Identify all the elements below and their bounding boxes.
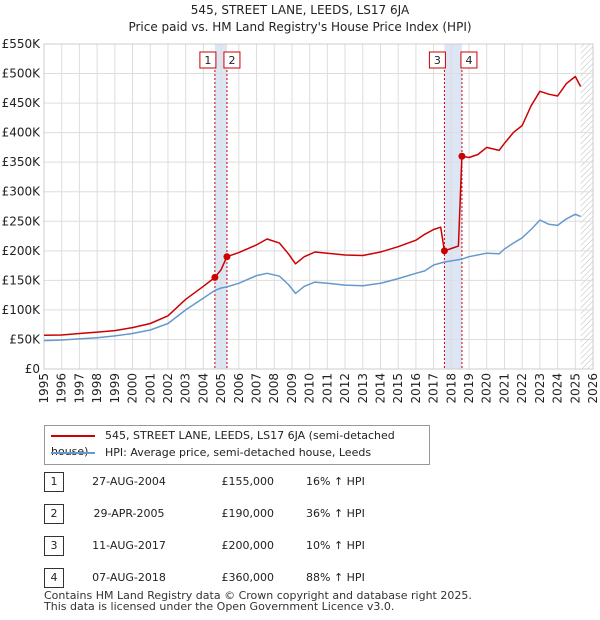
x-tick-label: 2012 [338,373,352,404]
y-tick-label: £300K [2,185,42,199]
sale-marker-box [428,51,446,69]
sale-span-3-4 [444,44,462,369]
x-tick-label: 2002 [161,373,175,404]
x-tick-label: 2004 [196,373,210,404]
legend-swatch-hpi [51,452,95,454]
sale-hpi-change: 16% ↑ HPI [306,475,365,488]
sale-point [211,273,219,281]
hpi-line [43,213,581,342]
sale-point [458,152,466,160]
x-tick-label: 2024 [551,373,565,404]
sale-number-badge: 1 [44,472,64,492]
chart-title: 545, STREET LANE, LEEDS, LS17 6JA [190,3,410,17]
x-tick-label: 2014 [373,373,387,404]
y-tick-label: £50K [9,332,41,346]
chart-legend: 545, STREET LANE, LEEDS, LS17 6JA (semi-… [44,425,430,465]
table-row: 3 11-AUG-2017 £200,000 10% ↑ HPI [44,536,464,556]
y-tick-label: £150K [2,273,42,287]
x-tick-label: 2007 [250,373,264,404]
x-tick-label: 2021 [497,373,511,404]
x-tick-label: 2006 [232,373,246,404]
x-tick-label: 2020 [480,373,494,404]
x-tick-label: 2011 [320,373,334,404]
sale-number-badge: 3 [44,536,64,556]
footer-line-1: Contains HM Land Registry data © Crown c… [44,589,472,602]
legend-item-property: 545, STREET LANE, LEEDS, LS17 6JA (semi-… [51,428,429,458]
sale-number-badge: 2 [44,504,64,524]
sale-price: £360,000 [221,571,275,584]
x-tick-label: 2018 [444,373,458,404]
footer-line-2: This data is licensed under the Open Gov… [44,600,395,613]
x-tick-label: 2000 [126,373,140,404]
x-tick-label: 2019 [462,373,476,404]
x-tick-label: 2003 [179,373,193,404]
plot-border [43,43,594,370]
sale-marker-box [223,51,241,69]
y-tick-label: £200K [2,244,42,258]
sale-marker-label: 1 [204,54,211,67]
x-tick-label: 2015 [391,373,405,404]
legend-label-property: 545, STREET LANE, LEEDS, LS17 6JA (semi-… [51,429,395,458]
x-tick-label: 2026 [586,373,600,404]
sale-point [440,247,448,255]
plot-area [44,44,593,369]
sale-date: 27-AUG-2004 [92,475,166,488]
sale-date: 07-AUG-2018 [92,571,166,584]
x-tick-label: 2010 [303,373,317,404]
x-tick-label: 2025 [568,373,582,404]
y-tick-label: £450K [2,96,42,110]
y-tick-label: £500K [2,67,42,81]
x-tick-label: 2009 [285,373,299,404]
chart-title-block: 545, STREET LANE, LEEDS, LS17 6JA Price … [0,2,600,36]
sale-date: 29-APR-2005 [93,507,165,520]
x-tick-label: 1998 [90,373,104,404]
x-tick-label: 2023 [533,373,547,404]
legend-label-hpi: HPI: Average price, semi-detached house,… [105,446,372,459]
x-tick-label: 2017 [427,373,441,404]
x-tick-label: 2008 [267,373,281,404]
sale-marker-box [460,51,478,69]
sale-point [223,253,231,261]
sale-number-badge: 4 [44,568,64,588]
sale-price: £190,000 [221,507,275,520]
y-tick-label: £0 [25,362,40,376]
sale-hpi-change: 10% ↑ HPI [306,539,365,552]
sale-marker-label: 2 [228,54,235,67]
sale-marker-label: 4 [465,54,472,67]
legend-item-hpi: HPI: Average price, semi-detached house,… [51,445,371,461]
table-row: 2 29-APR-2005 £190,000 36% ↑ HPI [44,504,464,524]
x-tick-label: 2016 [409,373,423,404]
x-tick-label: 2001 [143,373,157,404]
sale-marker-label: 3 [434,54,441,67]
x-tick-label: 1996 [55,373,69,404]
price-chart: £0 £50K £100K £150K £200K £250K £300K £350K £400… [2,37,600,404]
sale-hpi-change: 88% ↑ HPI [306,571,365,584]
property-price-line [43,75,582,337]
footer-credits: Contains HM Land Registry data © Crown c… [44,590,472,612]
y-tick-label: £100K [2,303,42,317]
x-tick-label: 1997 [72,373,86,404]
x-tick-label: 1995 [37,373,51,404]
y-tick-label: £400K [2,126,42,140]
x-tick-label: 2022 [515,373,529,404]
y-tick-label: £550K [2,37,42,51]
sale-price: £200,000 [221,539,275,552]
legend-swatch-property [51,435,95,437]
sale-price: £155,000 [221,475,275,488]
y-tick-label: £250K [2,214,42,228]
sale-date: 11-AUG-2017 [92,539,166,552]
sale-marker-box [199,51,217,69]
chart-subtitle: Price paid vs. HM Land Registry's House … [128,20,472,34]
table-row: 4 07-AUG-2018 £360,000 88% ↑ HPI [44,568,464,588]
y-tick-label: £350K [2,155,42,169]
table-row: 1 27-AUG-2004 £155,000 16% ↑ HPI [44,472,464,492]
x-tick-label: 2013 [356,373,370,404]
x-tick-label: 2005 [214,373,228,404]
projection-hatch [580,44,593,369]
x-tick-label: 1999 [108,373,122,404]
sale-hpi-change: 36% ↑ HPI [306,507,365,520]
